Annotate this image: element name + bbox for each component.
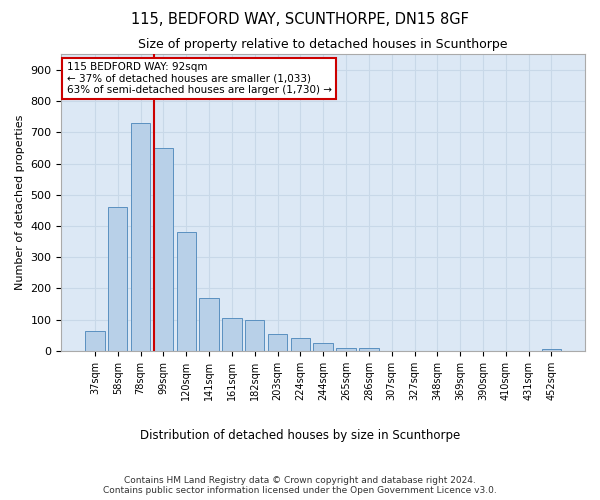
Y-axis label: Number of detached properties: Number of detached properties [15, 115, 25, 290]
Bar [199, 298, 219, 351]
Bar [108, 208, 127, 351]
Bar [245, 320, 265, 351]
Bar [337, 348, 356, 351]
Text: 115, BEDFORD WAY, SCUNTHORPE, DN15 8GF: 115, BEDFORD WAY, SCUNTHORPE, DN15 8GF [131, 12, 469, 28]
Text: 115 BEDFORD WAY: 92sqm
← 37% of detached houses are smaller (1,033)
63% of semi-: 115 BEDFORD WAY: 92sqm ← 37% of detached… [67, 62, 332, 95]
Bar [154, 148, 173, 351]
Bar [222, 318, 242, 351]
Text: Distribution of detached houses by size in Scunthorpe: Distribution of detached houses by size … [140, 430, 460, 442]
Bar [131, 123, 150, 351]
Bar [542, 350, 561, 351]
Bar [85, 330, 104, 351]
Bar [176, 232, 196, 351]
Text: Contains HM Land Registry data © Crown copyright and database right 2024.
Contai: Contains HM Land Registry data © Crown c… [103, 476, 497, 495]
Bar [359, 348, 379, 351]
Title: Size of property relative to detached houses in Scunthorpe: Size of property relative to detached ho… [139, 38, 508, 51]
Bar [313, 343, 333, 351]
Bar [268, 334, 287, 351]
Bar [290, 338, 310, 351]
